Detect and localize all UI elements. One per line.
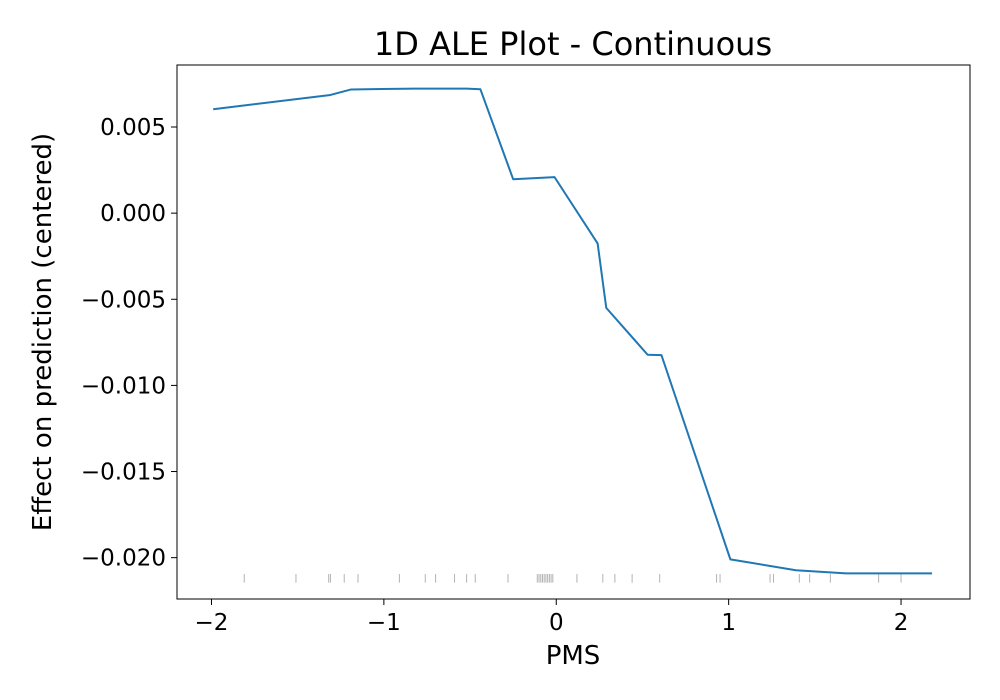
y-tick-label: −0.015 xyxy=(81,460,166,486)
x-tick-label: −2 xyxy=(195,610,229,636)
x-axis: −2 −1 0 1 2 xyxy=(195,599,909,636)
y-axis: 0.005 0.000 −0.005 −0.010 −0.015 −0.020 xyxy=(81,115,177,572)
x-tick-label: 1 xyxy=(721,610,736,636)
y-tick-label: −0.005 xyxy=(81,287,166,313)
chart-title: 1D ALE Plot - Continuous xyxy=(374,25,772,63)
y-tick-label: 0.000 xyxy=(100,201,166,227)
plot-frame xyxy=(176,64,971,600)
plot-area xyxy=(213,87,933,583)
x-tick-label: 2 xyxy=(894,610,909,636)
y-tick-label: 0.005 xyxy=(100,115,166,141)
y-tick-label: −0.010 xyxy=(81,373,166,399)
y-tick-label: −0.020 xyxy=(81,546,166,572)
x-tick-label: −1 xyxy=(367,610,401,636)
x-axis-label: PMS xyxy=(546,641,601,671)
ale-line xyxy=(213,87,933,575)
x-tick-label: 0 xyxy=(549,610,564,636)
y-axis-label: Effect on prediction (centered) xyxy=(28,133,58,531)
